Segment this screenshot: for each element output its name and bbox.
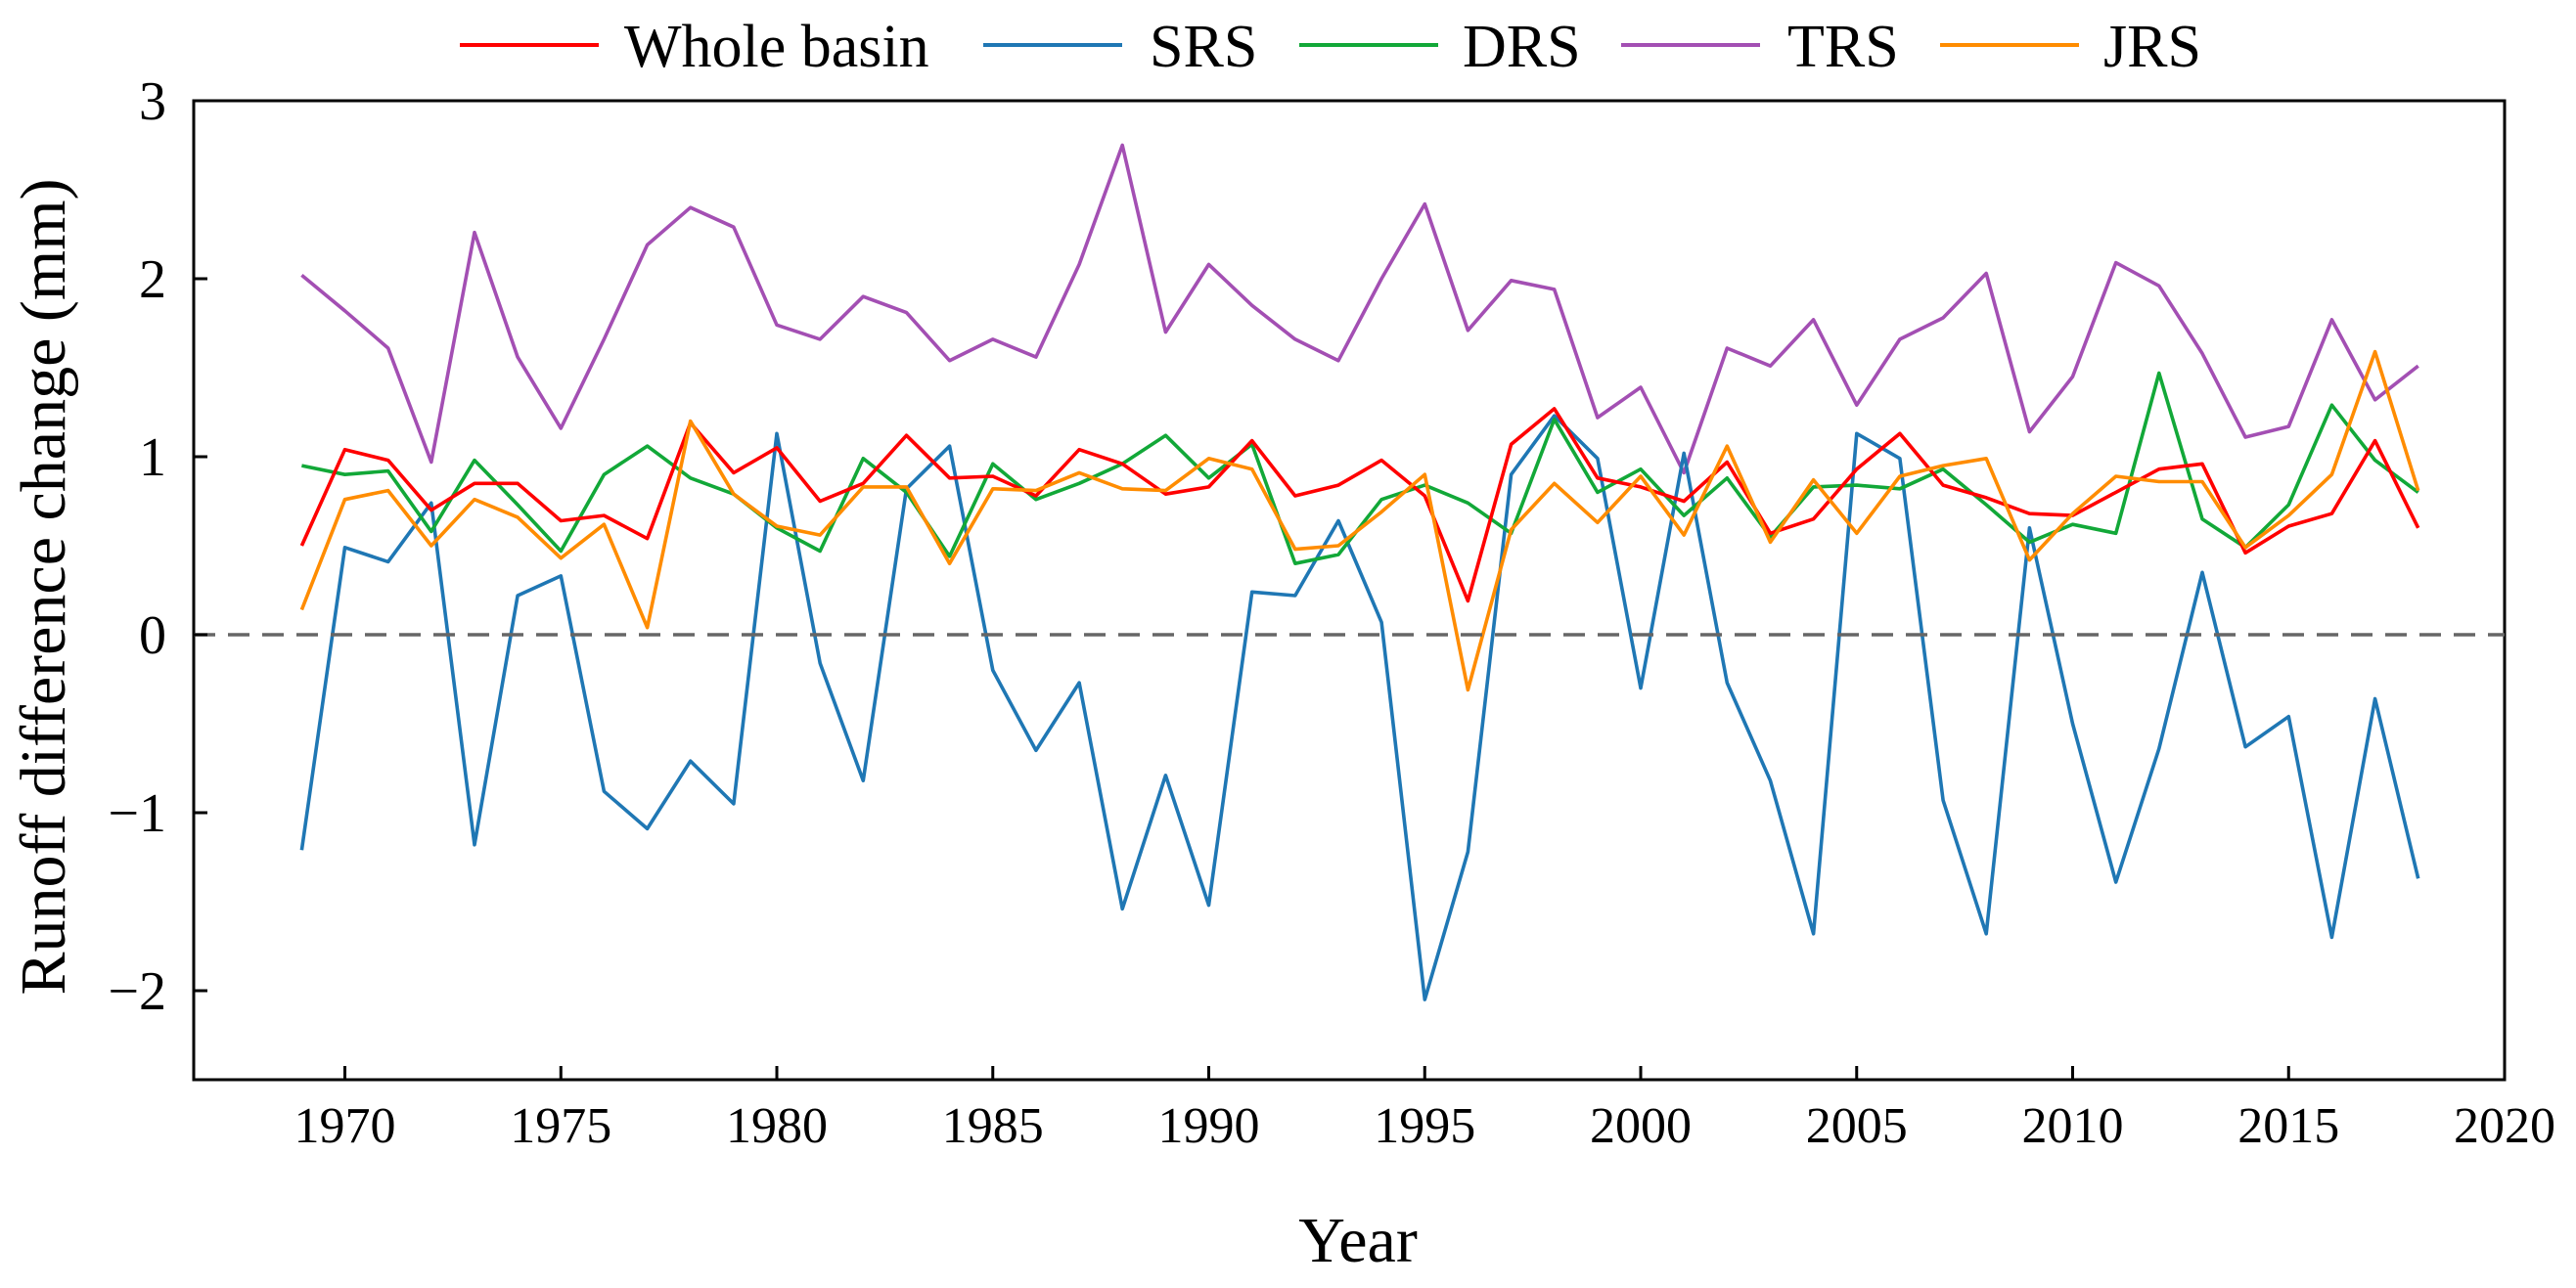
legend-item-trs: TRS xyxy=(1621,14,1899,80)
y-axis-ticks: −2 −1 0 1 2 3 xyxy=(108,71,207,1022)
legend-label: TRS xyxy=(1787,14,1899,80)
series-line-srs xyxy=(299,414,2420,1001)
x-tick-label: 2020 xyxy=(2454,1098,2555,1154)
series-line-trs xyxy=(300,143,2419,475)
x-axis-label: Year xyxy=(1298,1205,1418,1276)
x-tick-label: 2010 xyxy=(2022,1098,2124,1154)
legend-label: JRS xyxy=(2103,14,2201,80)
series-line-whole-basin xyxy=(299,407,2420,603)
y-tick-label: 2 xyxy=(139,249,166,310)
y-axis-label: Runoff difference change (mm) xyxy=(8,178,79,995)
legend-item-whole-basin: Whole basin xyxy=(460,14,929,80)
y-tick-label: 3 xyxy=(139,71,166,132)
legend-label: Whole basin xyxy=(624,14,929,80)
legend-item-drs: DRS xyxy=(1299,14,1581,80)
series-layer xyxy=(299,143,2420,1001)
legend: Whole basin SRS DRS TRS JRS xyxy=(460,14,2201,80)
x-tick-label: 2015 xyxy=(2237,1098,2339,1154)
series-line-drs xyxy=(301,371,2419,566)
legend-label: DRS xyxy=(1463,14,1581,80)
axes xyxy=(192,99,2507,1082)
x-tick-label: 1990 xyxy=(1158,1098,1260,1154)
x-tick-label: 1985 xyxy=(942,1098,1044,1154)
legend-label: SRS xyxy=(1150,14,1257,80)
y-tick-label: 0 xyxy=(139,605,166,666)
plot-frame xyxy=(192,99,2507,1082)
legend-item-srs: SRS xyxy=(983,14,1257,80)
y-tick-label: −1 xyxy=(108,783,166,844)
y-tick-label: 1 xyxy=(139,427,166,488)
x-tick-label: 1975 xyxy=(510,1098,611,1154)
x-tick-label: 2005 xyxy=(1806,1098,1908,1154)
x-tick-label: 1980 xyxy=(726,1098,828,1154)
x-tick-label: 1970 xyxy=(294,1098,396,1154)
x-tick-label: 1995 xyxy=(1374,1098,1475,1154)
x-axis-ticks: 1970 1975 1980 1985 1990 1995 2000 2005 2010 2015… xyxy=(294,1066,2555,1154)
y-tick-label: −2 xyxy=(108,961,166,1022)
x-tick-label: 2000 xyxy=(1590,1098,1692,1154)
series-line-jrs xyxy=(299,349,2420,692)
legend-item-jrs: JRS xyxy=(1940,14,2201,80)
